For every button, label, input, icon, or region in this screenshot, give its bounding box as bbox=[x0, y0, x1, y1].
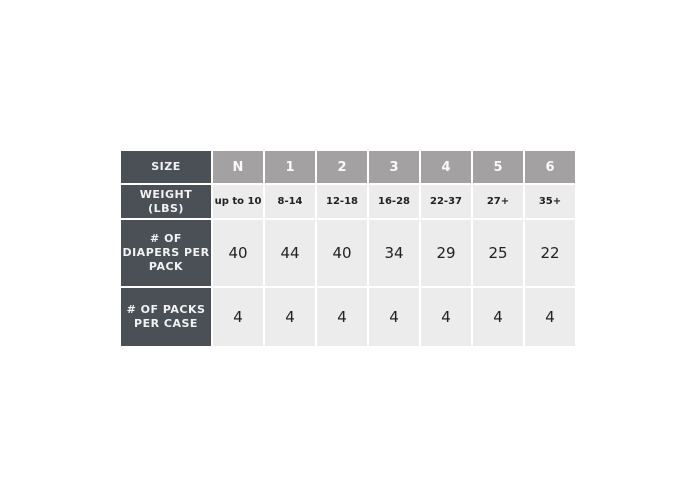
table-cell: up to 10 bbox=[213, 185, 263, 218]
table-cell: 4 bbox=[421, 288, 471, 346]
table-cell: 44 bbox=[265, 220, 315, 286]
table-row-packs-per-case: # OF PACKS PER CASE 4 4 4 4 4 4 4 bbox=[121, 288, 575, 346]
table-cell: 4 bbox=[369, 288, 419, 346]
table-cell: 4 bbox=[265, 288, 315, 346]
size-header-cell: N bbox=[213, 151, 263, 183]
size-header-cell: 5 bbox=[473, 151, 523, 183]
table-cell: 35+ bbox=[525, 185, 575, 218]
table-cell: 40 bbox=[213, 220, 263, 286]
table-cell: 22-37 bbox=[421, 185, 471, 218]
table-row-diapers-per-pack: # OF DIAPERS PER PACK 40 44 40 34 29 25 22 bbox=[121, 220, 575, 286]
row-label-weight: WEIGHT (LBS) bbox=[121, 185, 211, 218]
table-cell: 27+ bbox=[473, 185, 523, 218]
row-label-packs-per-case: # OF PACKS PER CASE bbox=[121, 288, 211, 346]
row-label-diapers-per-pack: # OF DIAPERS PER PACK bbox=[121, 220, 211, 286]
table-cell: 16-28 bbox=[369, 185, 419, 218]
size-header-cell: 1 bbox=[265, 151, 315, 183]
table-cell: 8-14 bbox=[265, 185, 315, 218]
table-cell: 22 bbox=[525, 220, 575, 286]
size-header-cell: 2 bbox=[317, 151, 367, 183]
table-cell: 29 bbox=[421, 220, 471, 286]
table-cell: 4 bbox=[473, 288, 523, 346]
table-row-size: SIZE N 1 2 3 4 5 6 bbox=[121, 151, 575, 183]
size-header-cell: 6 bbox=[525, 151, 575, 183]
size-chart-table: SIZE N 1 2 3 4 5 6 WEIGHT (LBS) up to 10 8-14 12-18… bbox=[119, 149, 577, 348]
size-header-cell: 4 bbox=[421, 151, 471, 183]
table-cell: 4 bbox=[213, 288, 263, 346]
table-cell: 4 bbox=[317, 288, 367, 346]
table-cell: 34 bbox=[369, 220, 419, 286]
table-cell: 4 bbox=[525, 288, 575, 346]
table-cell: 25 bbox=[473, 220, 523, 286]
size-header-cell: 3 bbox=[369, 151, 419, 183]
table-row-weight: WEIGHT (LBS) up to 10 8-14 12-18 16-28 22-37 2… bbox=[121, 185, 575, 218]
row-label-size: SIZE bbox=[121, 151, 211, 183]
table-cell: 40 bbox=[317, 220, 367, 286]
table-cell: 12-18 bbox=[317, 185, 367, 218]
